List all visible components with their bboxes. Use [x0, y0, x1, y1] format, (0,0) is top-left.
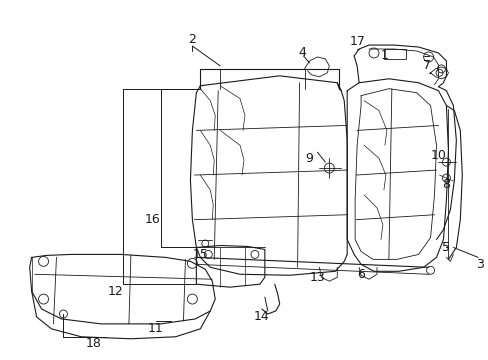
Text: 6: 6 [356, 268, 364, 281]
Text: 17: 17 [348, 35, 365, 48]
Text: 5: 5 [442, 241, 449, 254]
Text: 15: 15 [192, 248, 208, 261]
Bar [383, 49, 405, 59]
Text: 12: 12 [108, 285, 123, 298]
Text: 14: 14 [253, 310, 269, 323]
Text: 18: 18 [85, 337, 101, 350]
Text: 8: 8 [442, 179, 449, 192]
Text: 7: 7 [422, 59, 430, 72]
Text: 10: 10 [429, 149, 446, 162]
Text: 13: 13 [309, 271, 325, 284]
Text: 11: 11 [147, 322, 163, 336]
Text: 9: 9 [305, 152, 313, 165]
Text: 1: 1 [380, 49, 388, 63]
Text: 3: 3 [475, 258, 483, 271]
Text: 16: 16 [144, 213, 160, 226]
Text: 2: 2 [188, 33, 196, 46]
Text: 4: 4 [298, 46, 306, 59]
